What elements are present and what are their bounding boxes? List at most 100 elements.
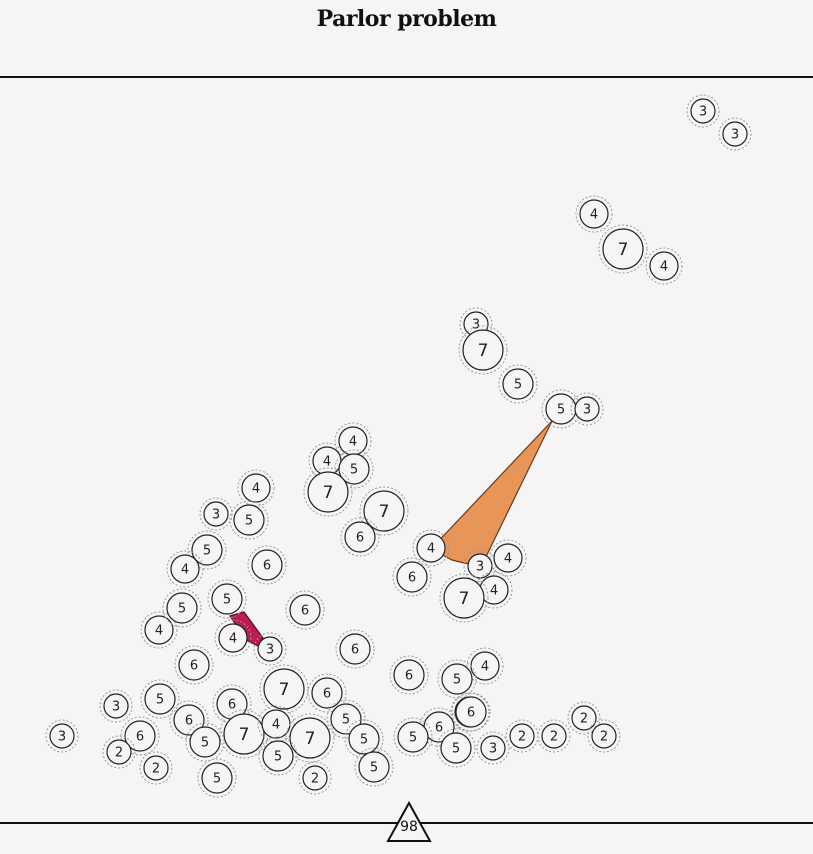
node-49[interactable]: 5 <box>326 699 366 739</box>
node-circle[interactable] <box>289 717 331 759</box>
node-circle[interactable] <box>307 471 349 513</box>
nodes-layer[interactable]: 3347437553445776435564463447564543666456… <box>45 94 752 798</box>
node-circle[interactable] <box>223 713 265 755</box>
node-41[interactable]: 5 <box>140 679 180 719</box>
node-50[interactable]: 7 <box>285 713 335 763</box>
node-circle[interactable] <box>396 561 428 593</box>
node-28[interactable]: 5 <box>207 579 247 619</box>
node-circle[interactable] <box>493 543 523 573</box>
node-3[interactable]: 7 <box>598 224 648 274</box>
node-circle[interactable] <box>289 594 321 626</box>
node-65[interactable]: 2 <box>505 719 539 753</box>
node-circle[interactable] <box>262 740 294 772</box>
node-25[interactable]: 4 <box>489 539 527 577</box>
node-circle[interactable] <box>455 696 487 728</box>
node-circle[interactable] <box>441 663 473 695</box>
node-0[interactable]: 3 <box>686 94 720 128</box>
node-30[interactable]: 4 <box>140 611 178 649</box>
node-circle[interactable] <box>103 693 129 719</box>
node-circle[interactable] <box>170 554 200 584</box>
node-14[interactable]: 7 <box>359 486 409 536</box>
node-circle[interactable] <box>393 659 425 691</box>
node-16[interactable]: 4 <box>237 469 275 507</box>
node-67[interactable]: 2 <box>567 701 601 735</box>
node-27[interactable]: 7 <box>439 573 489 623</box>
node-35[interactable]: 6 <box>174 645 214 685</box>
node-circle[interactable] <box>579 199 609 229</box>
node-32[interactable]: 4 <box>214 619 252 657</box>
node-57[interactable]: 6 <box>451 692 491 732</box>
node-circle[interactable] <box>509 723 535 749</box>
node-circle[interactable] <box>440 732 472 764</box>
node-1[interactable]: 3 <box>718 117 752 151</box>
node-43[interactable]: 6 <box>307 673 347 713</box>
node-circle[interactable] <box>591 723 617 749</box>
node-circle[interactable] <box>218 623 248 653</box>
node-circle[interactable] <box>348 723 380 755</box>
node-68[interactable]: 2 <box>587 719 621 753</box>
node-circle[interactable] <box>251 549 283 581</box>
node-circle[interactable] <box>203 501 229 527</box>
node-circle[interactable] <box>189 726 221 758</box>
node-circle[interactable] <box>541 723 567 749</box>
node-33[interactable]: 3 <box>253 632 287 666</box>
node-circle[interactable] <box>649 251 679 281</box>
node-circle[interactable] <box>144 683 176 715</box>
node-64[interactable]: 5 <box>436 728 476 768</box>
node-circle[interactable] <box>233 504 265 536</box>
node-59[interactable]: 2 <box>102 735 136 769</box>
node-54[interactable]: 5 <box>344 719 384 759</box>
node-13[interactable]: 7 <box>303 467 353 517</box>
node-31[interactable]: 5 <box>162 588 202 628</box>
node-17[interactable]: 3 <box>199 497 233 531</box>
node-46[interactable]: 6 <box>120 716 160 756</box>
node-20[interactable]: 6 <box>247 545 287 585</box>
node-38[interactable]: 5 <box>437 659 477 699</box>
node-circle[interactable] <box>397 721 429 753</box>
node-circle[interactable] <box>49 723 75 749</box>
node-circle[interactable] <box>106 739 132 765</box>
node-circle[interactable] <box>571 705 597 731</box>
node-circle[interactable] <box>201 762 233 794</box>
node-circle[interactable] <box>602 228 644 270</box>
node-29[interactable]: 6 <box>285 590 325 630</box>
node-circle[interactable] <box>358 751 390 783</box>
node-45[interactable]: 6 <box>169 700 209 740</box>
node-61[interactable]: 5 <box>197 758 237 798</box>
node-circle[interactable] <box>311 677 343 709</box>
node-2[interactable]: 4 <box>575 195 613 233</box>
node-circle[interactable] <box>480 735 506 761</box>
node-circle[interactable] <box>416 533 446 563</box>
node-52[interactable]: 5 <box>185 722 225 762</box>
node-circle[interactable] <box>722 121 748 147</box>
node-circle[interactable] <box>574 396 600 422</box>
node-7[interactable]: 5 <box>498 364 538 404</box>
node-circle[interactable] <box>344 521 376 553</box>
node-56[interactable]: 3 <box>476 731 510 765</box>
node-circle[interactable] <box>339 633 371 665</box>
node-9[interactable]: 3 <box>570 392 604 426</box>
node-8[interactable]: 5 <box>541 389 581 429</box>
node-40[interactable]: 3 <box>99 689 133 723</box>
node-circle[interactable] <box>166 592 198 624</box>
node-19[interactable]: 5 <box>187 530 227 570</box>
node-circle[interactable] <box>178 649 210 681</box>
node-63[interactable]: 5 <box>354 747 394 787</box>
node-circle[interactable] <box>302 765 328 791</box>
node-22[interactable]: 4 <box>412 529 450 567</box>
node-66[interactable]: 2 <box>537 719 571 753</box>
node-circle[interactable] <box>502 368 534 400</box>
node-55[interactable]: 5 <box>393 717 433 757</box>
node-circle[interactable] <box>363 490 405 532</box>
node-circle[interactable] <box>144 615 174 645</box>
node-15[interactable]: 6 <box>340 517 380 557</box>
node-4[interactable]: 4 <box>645 247 683 285</box>
node-42[interactable]: 7 <box>259 664 309 714</box>
node-60[interactable]: 2 <box>139 751 173 785</box>
node-circle[interactable] <box>462 329 504 371</box>
node-62[interactable]: 2 <box>298 761 332 795</box>
node-58[interactable]: 3 <box>45 719 79 753</box>
node-circle[interactable] <box>191 534 223 566</box>
node-circle[interactable] <box>124 720 156 752</box>
